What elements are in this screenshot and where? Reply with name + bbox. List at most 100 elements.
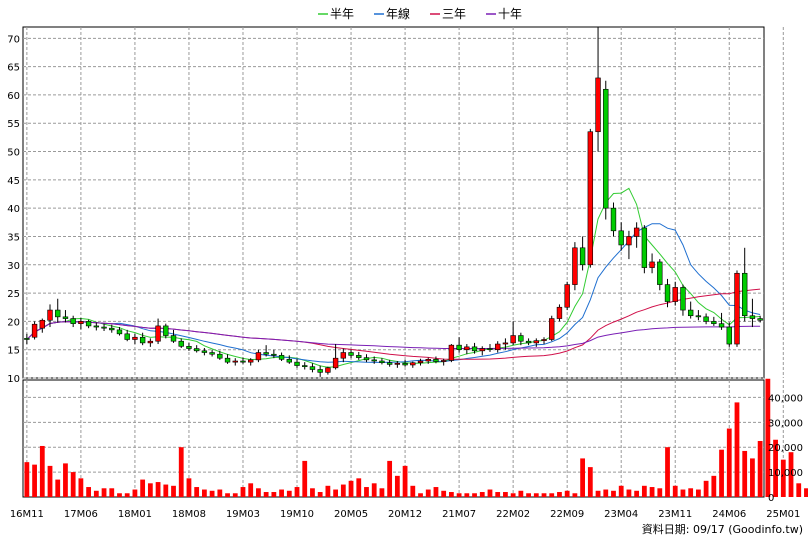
time-tick-label: 21M07 bbox=[442, 509, 476, 520]
volume-bar bbox=[294, 487, 300, 497]
candle bbox=[564, 281, 570, 311]
candle bbox=[47, 304, 53, 328]
candle-body bbox=[510, 335, 516, 344]
candle bbox=[85, 319, 92, 329]
candle bbox=[487, 344, 493, 352]
volume-bar bbox=[757, 440, 763, 497]
volume-bar bbox=[379, 488, 385, 497]
candle-body bbox=[209, 352, 215, 355]
volume-bar bbox=[703, 480, 709, 497]
candle bbox=[263, 345, 269, 357]
candle bbox=[163, 323, 169, 339]
candle-body bbox=[332, 357, 339, 369]
candle-body bbox=[649, 261, 655, 268]
volume-tick-label: 40,000 bbox=[768, 393, 803, 404]
volume-tick-label: 10,000 bbox=[768, 468, 803, 479]
volume-bar bbox=[780, 459, 786, 497]
price-tick-label: 35 bbox=[7, 232, 20, 243]
candle-body bbox=[278, 355, 285, 360]
legend-item: 半年 bbox=[318, 7, 354, 21]
candle bbox=[495, 341, 501, 353]
candle-body bbox=[116, 329, 123, 335]
candle-body bbox=[139, 336, 146, 344]
candle bbox=[749, 298, 756, 328]
candle bbox=[286, 355, 292, 364]
volume-bar bbox=[564, 490, 570, 497]
candle-body bbox=[348, 352, 354, 356]
candle-body bbox=[533, 340, 539, 344]
volume-bar bbox=[178, 447, 184, 497]
legend-label: 半年 bbox=[330, 7, 354, 21]
candle bbox=[332, 344, 339, 370]
candle-body bbox=[695, 315, 702, 318]
volume-bar bbox=[580, 458, 586, 497]
candle-body bbox=[680, 287, 686, 311]
candle-body bbox=[525, 340, 532, 344]
volume-bar bbox=[549, 493, 555, 497]
candle-body bbox=[471, 346, 478, 352]
volume-bar bbox=[448, 492, 454, 497]
candle-body bbox=[39, 319, 45, 329]
candle-body bbox=[518, 335, 524, 342]
candle bbox=[726, 322, 732, 347]
price-tick-label: 60 bbox=[7, 91, 20, 102]
volume-bar bbox=[232, 493, 238, 497]
volume-bar bbox=[402, 465, 408, 497]
volume-bar bbox=[39, 445, 45, 497]
volume-bar bbox=[55, 479, 61, 497]
candle bbox=[62, 310, 69, 323]
legend-label: 十年 bbox=[498, 7, 522, 21]
legend-item: 三年 bbox=[430, 7, 466, 21]
candle-body bbox=[479, 348, 485, 352]
volume-bar bbox=[688, 488, 694, 497]
volume-bar bbox=[371, 483, 377, 497]
candle bbox=[525, 338, 532, 346]
candle bbox=[39, 318, 45, 333]
candle-body bbox=[595, 77, 601, 133]
candle bbox=[711, 316, 717, 326]
price-candles bbox=[24, 27, 763, 377]
volume-bar bbox=[618, 485, 624, 497]
candle-body bbox=[610, 207, 617, 232]
volume-bar bbox=[711, 475, 717, 497]
volume-bar bbox=[695, 489, 701, 497]
volume-bar bbox=[340, 484, 346, 497]
volume-bar bbox=[541, 493, 547, 497]
source-note: 資料日期: 09/17 (Goodinfo.tw) bbox=[642, 522, 803, 536]
candle bbox=[78, 317, 84, 330]
time-tick-label: 18M01 bbox=[118, 509, 152, 520]
price-tick-label: 55 bbox=[7, 119, 20, 130]
candle bbox=[394, 361, 401, 368]
candle-body bbox=[711, 321, 717, 324]
candle bbox=[402, 359, 408, 367]
candle-body bbox=[255, 352, 262, 361]
candle bbox=[325, 366, 331, 375]
candle-body bbox=[664, 284, 671, 302]
volume-bar bbox=[641, 485, 647, 497]
volume-bar bbox=[348, 480, 354, 497]
candle-body bbox=[78, 321, 84, 324]
candle-body bbox=[464, 346, 470, 350]
volume-bar bbox=[526, 493, 531, 497]
candle-body bbox=[549, 318, 555, 340]
candle bbox=[201, 347, 208, 356]
volume-bar bbox=[742, 450, 748, 497]
volume-bar bbox=[665, 447, 670, 497]
volume-bar bbox=[163, 484, 169, 497]
candle-body bbox=[587, 131, 594, 266]
candle bbox=[757, 315, 763, 323]
candle-body bbox=[718, 323, 725, 328]
volume-bar bbox=[217, 489, 223, 497]
candle bbox=[695, 310, 702, 321]
time-tick-label: 19M03 bbox=[226, 509, 260, 520]
candle bbox=[386, 359, 393, 367]
candle bbox=[155, 318, 161, 345]
candle bbox=[31, 321, 38, 340]
price-grid bbox=[22, 26, 784, 379]
volume-bar bbox=[194, 487, 200, 497]
candle bbox=[664, 278, 671, 308]
time-tick-label: 18M08 bbox=[172, 509, 206, 520]
candle-body bbox=[433, 359, 439, 362]
volume-bar bbox=[240, 487, 246, 497]
candle bbox=[440, 358, 447, 366]
